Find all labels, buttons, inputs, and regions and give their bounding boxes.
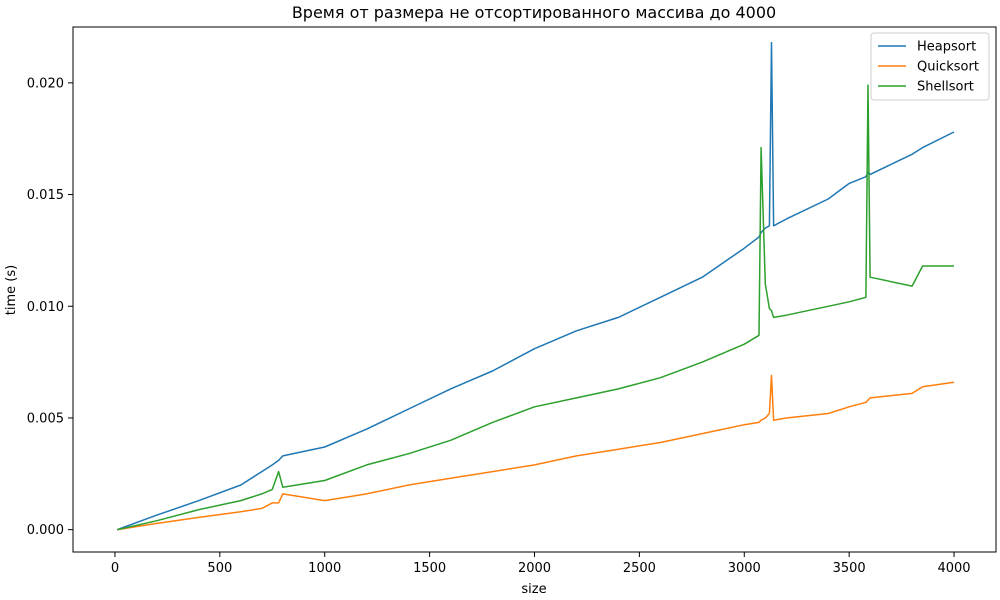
x-tick-label: 2500	[623, 561, 656, 576]
x-tick-label: 2000	[518, 561, 551, 576]
legend-label: Heapsort	[917, 40, 976, 55]
y-tick-label: 0.020	[27, 76, 64, 91]
chart-title: Время от размера не отсортированного мас…	[292, 3, 776, 22]
series-line-heapsort	[116, 41, 955, 531]
y-tick-label: 0.010	[27, 300, 64, 315]
y-tick-label: 0.000	[27, 523, 64, 538]
y-tick-label: 0.005	[27, 411, 64, 426]
x-tick-label: 0	[111, 561, 119, 576]
x-tick-label: 1000	[308, 561, 341, 576]
y-axis: 0.000 0.005 0.010 0.015 0.020	[27, 76, 73, 538]
series-layer	[116, 41, 955, 531]
x-axis: 0 500 1000 1500 2000 2500 3000 3500 4000	[111, 552, 971, 576]
y-tick-label: 0.015	[27, 188, 64, 203]
legend: Heapsort Quicksort Shellsort	[870, 32, 990, 101]
series-line-quicksort	[116, 374, 955, 531]
x-axis-label: size	[521, 582, 546, 597]
plot-frame	[72, 26, 997, 553]
series-line-shellsort	[116, 84, 954, 531]
legend-label: Shellsort	[917, 80, 974, 95]
legend-box	[870, 32, 990, 101]
legend-label: Quicksort	[917, 60, 979, 75]
x-tick-label: 1500	[413, 561, 446, 576]
x-tick-label: 4000	[937, 561, 970, 576]
plot-area	[72, 26, 997, 553]
y-axis-label: time (s)	[4, 265, 19, 315]
x-tick-label: 3500	[833, 561, 866, 576]
x-tick-label: 500	[207, 561, 232, 576]
x-tick-label: 3000	[728, 561, 761, 576]
